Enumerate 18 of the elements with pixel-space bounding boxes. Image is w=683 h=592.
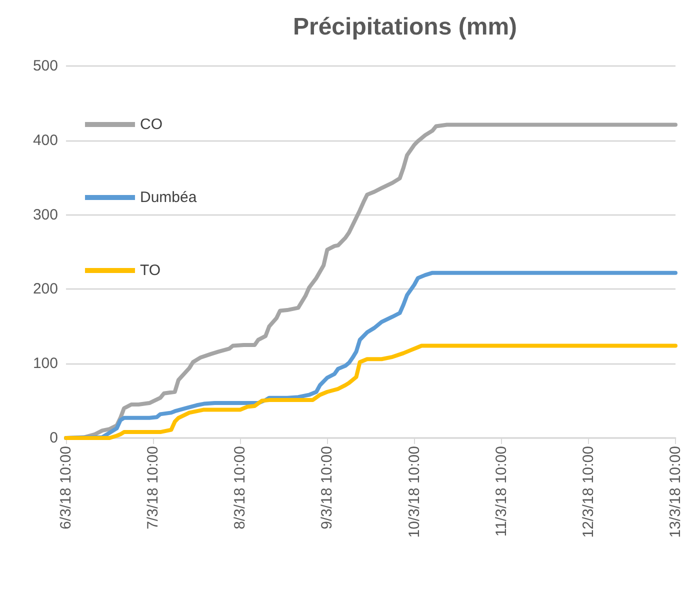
x-tick-label: 13/3/18 10:00 (667, 446, 683, 538)
x-tick-label: 6/3/18 10:00 (58, 446, 74, 530)
legend-label: CO (140, 116, 162, 133)
legend-label: Dumbéa (140, 189, 198, 206)
x-tick-label: 9/3/18 10:00 (318, 446, 336, 530)
legend-label: TO (140, 262, 161, 279)
y-tick-label: 0 (50, 430, 58, 446)
y-tick-label: 100 (32, 355, 58, 372)
x-tick-label: 10/3/18 10:00 (406, 446, 423, 538)
x-tick-label: 8/3/18 10:00 (232, 446, 249, 530)
x-tick-label: 7/3/18 10:00 (144, 446, 162, 530)
y-tick-label: 400 (32, 132, 58, 149)
x-tick-label: 12/3/18 10:00 (580, 446, 597, 538)
y-tick-label: 300 (32, 206, 58, 224)
x-tick-label: 11/3/18 10:00 (492, 446, 510, 537)
chart-title: Précipitations (mm) (292, 14, 518, 40)
y-tick-label: 500 (32, 58, 58, 74)
y-tick-label: 200 (32, 280, 58, 298)
